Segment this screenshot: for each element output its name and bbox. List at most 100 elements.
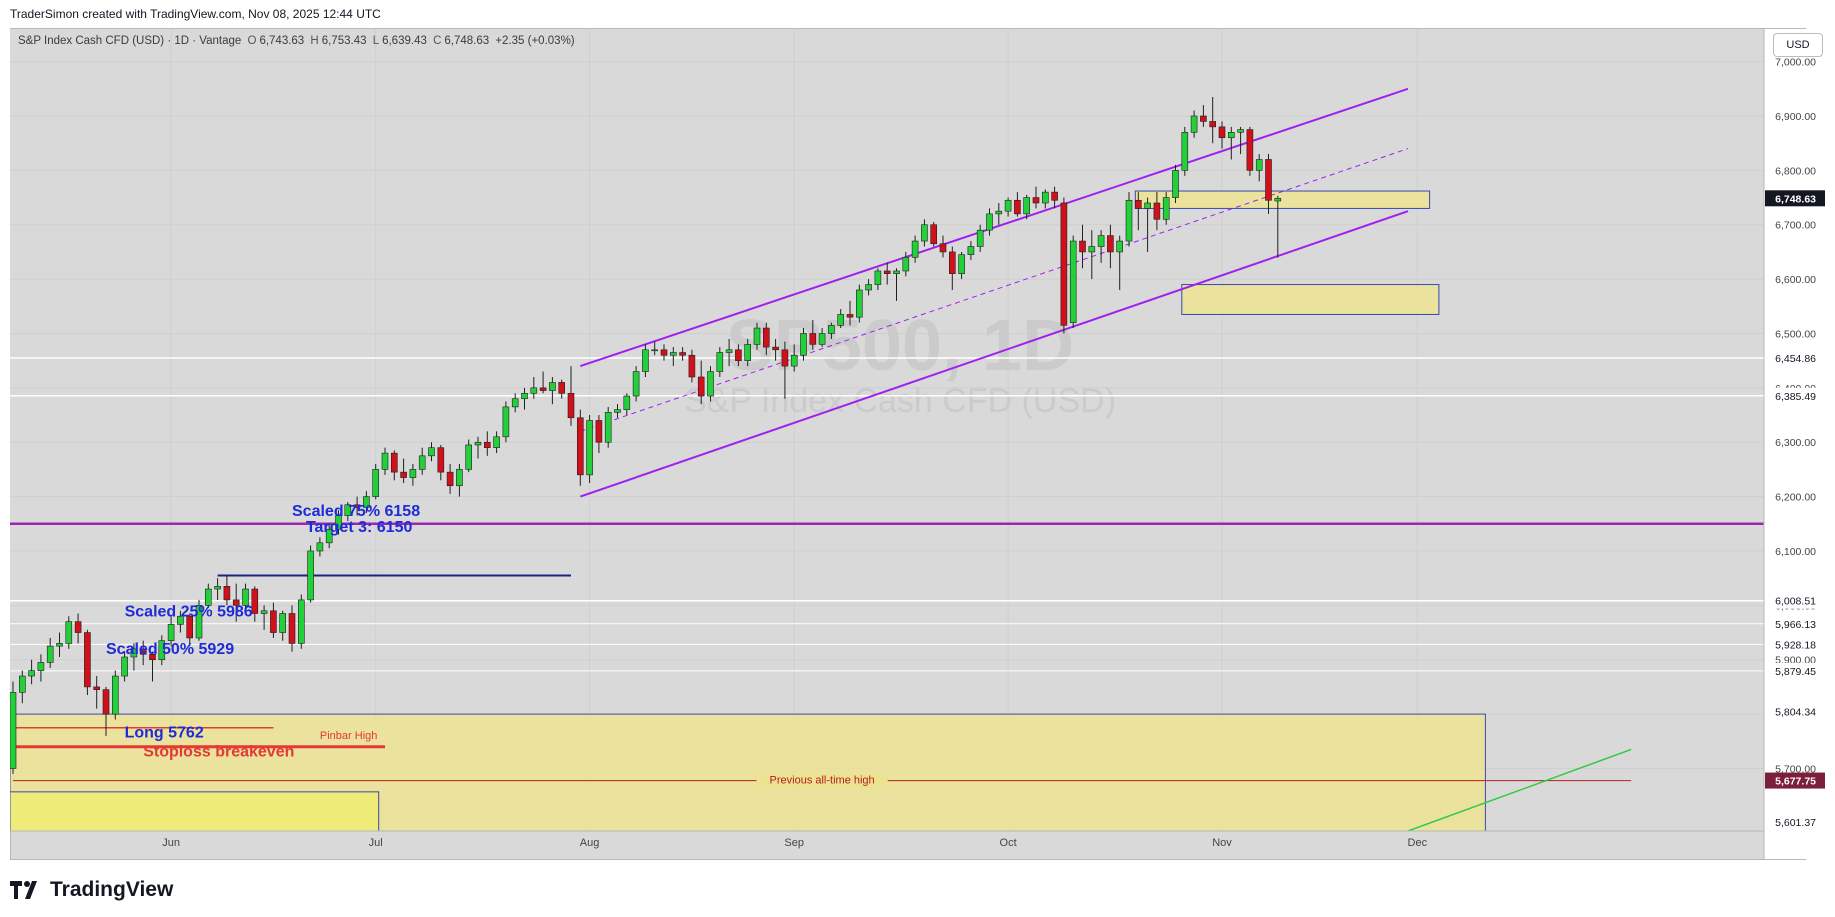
candle-body	[1237, 129, 1244, 133]
price-tick-label: 6,500.00	[1775, 328, 1816, 340]
candle-body	[1190, 115, 1198, 133]
candle-body	[446, 471, 454, 487]
candle-body	[1255, 159, 1263, 171]
chart-annotation: Long 5762	[125, 724, 204, 741]
candle-body	[958, 254, 965, 274]
candle-body	[1181, 132, 1189, 171]
candle-body	[10, 692, 17, 769]
candle-body	[353, 504, 361, 508]
candle-body	[948, 251, 956, 274]
candle-body	[1228, 132, 1235, 139]
chart-annotation: Target 3: 6150	[306, 519, 413, 536]
candle-body	[642, 349, 649, 372]
candle-body	[158, 640, 166, 661]
candle-body	[502, 406, 510, 438]
candle-body	[549, 382, 556, 391]
candle-body	[1218, 126, 1226, 139]
candle-body	[474, 441, 482, 446]
close-label: C	[433, 35, 442, 47]
chart-annotation: Stoploss breakeven	[143, 743, 294, 760]
candle-body	[586, 420, 593, 476]
candle-body	[809, 333, 817, 345]
chart-annotation: Scaled 25% 5986	[125, 604, 253, 621]
price-label: 5,677.75	[1775, 776, 1816, 788]
candle-body	[56, 643, 63, 647]
price-label: 6,454.86	[1775, 353, 1816, 365]
candle-body	[1079, 240, 1086, 253]
time-tick-label: Aug	[580, 837, 600, 849]
price-label-box	[1765, 662, 1825, 679]
price-label-box	[1765, 592, 1825, 609]
candle-body	[725, 349, 733, 353]
price-label: 5,879.45	[1775, 666, 1816, 678]
candle-body	[986, 213, 993, 231]
candle-body	[1107, 235, 1114, 253]
time-axis: Jun Jul Aug Sep Oct Nov Dec	[162, 837, 1427, 849]
annotation-background	[756, 773, 888, 788]
green-trendline	[1407, 748, 1632, 831]
chart-annotation: Scaled 75% 6158	[292, 503, 420, 520]
candle-body	[660, 349, 668, 356]
channel-lower-line	[579, 210, 1409, 498]
plot-background	[10, 29, 1764, 831]
candle-body	[195, 605, 203, 639]
candle-body	[205, 588, 212, 606]
time-tick-label: Oct	[1000, 837, 1017, 849]
candle-body	[818, 333, 826, 345]
price-tick-label: 6,300.00	[1775, 437, 1816, 449]
candle-body	[1162, 197, 1170, 220]
price-label-box	[1765, 636, 1825, 653]
chart-annotation: Pinbar High	[320, 730, 377, 742]
time-tick-label: Sep	[784, 837, 804, 849]
price-label-box	[1765, 814, 1825, 831]
candle-body	[288, 613, 296, 644]
candle-body	[1172, 170, 1179, 198]
grid-lines	[10, 29, 1764, 831]
price-tick-label: 7,000.00	[1775, 57, 1816, 69]
candle-body	[37, 662, 45, 671]
candle-body	[251, 588, 259, 614]
candle-body	[604, 412, 612, 443]
candle-body	[223, 586, 231, 601]
zone-box	[10, 791, 380, 831]
candle-body	[995, 210, 1003, 215]
candle-body	[735, 349, 742, 361]
chart-annotation: Scaled 50% 5929	[106, 641, 234, 658]
candle-body	[1060, 202, 1068, 326]
candle-body	[893, 270, 900, 274]
price-label: 5,966.13	[1775, 619, 1816, 631]
candle-body	[1153, 202, 1161, 220]
tradingview-logo[interactable]: TradingView	[10, 878, 173, 902]
currency-button[interactable]: USD	[1773, 33, 1823, 57]
candle-body	[186, 615, 193, 639]
candle-body	[1004, 199, 1012, 212]
time-tick-label: Jun	[162, 837, 180, 849]
candle-body	[493, 436, 500, 448]
candle-body	[381, 452, 389, 470]
candle-body	[232, 599, 240, 606]
candle-body	[102, 689, 110, 715]
candle-body	[214, 586, 221, 590]
candle-body	[855, 289, 863, 318]
candle-body	[372, 469, 380, 497]
candle-body	[344, 504, 352, 516]
candle-body	[539, 387, 547, 391]
candle-body	[139, 648, 147, 655]
price-label: 5,804.34	[1775, 707, 1816, 719]
zone-box	[1181, 284, 1440, 315]
price-tick-label: 6,900.00	[1775, 111, 1816, 123]
price-label-box	[1765, 703, 1825, 720]
candle-body	[270, 610, 277, 633]
watermark-ticker: SP500, 1D	[726, 306, 1074, 386]
candle-body	[279, 613, 287, 633]
candle-body	[707, 371, 714, 397]
candle-body	[567, 392, 575, 419]
candle-body	[93, 686, 100, 690]
zone-box	[10, 713, 1486, 831]
candle-body	[688, 354, 696, 378]
candle-body	[1116, 240, 1123, 253]
candle-body	[121, 656, 128, 677]
time-tick-label: Nov	[1212, 837, 1232, 849]
